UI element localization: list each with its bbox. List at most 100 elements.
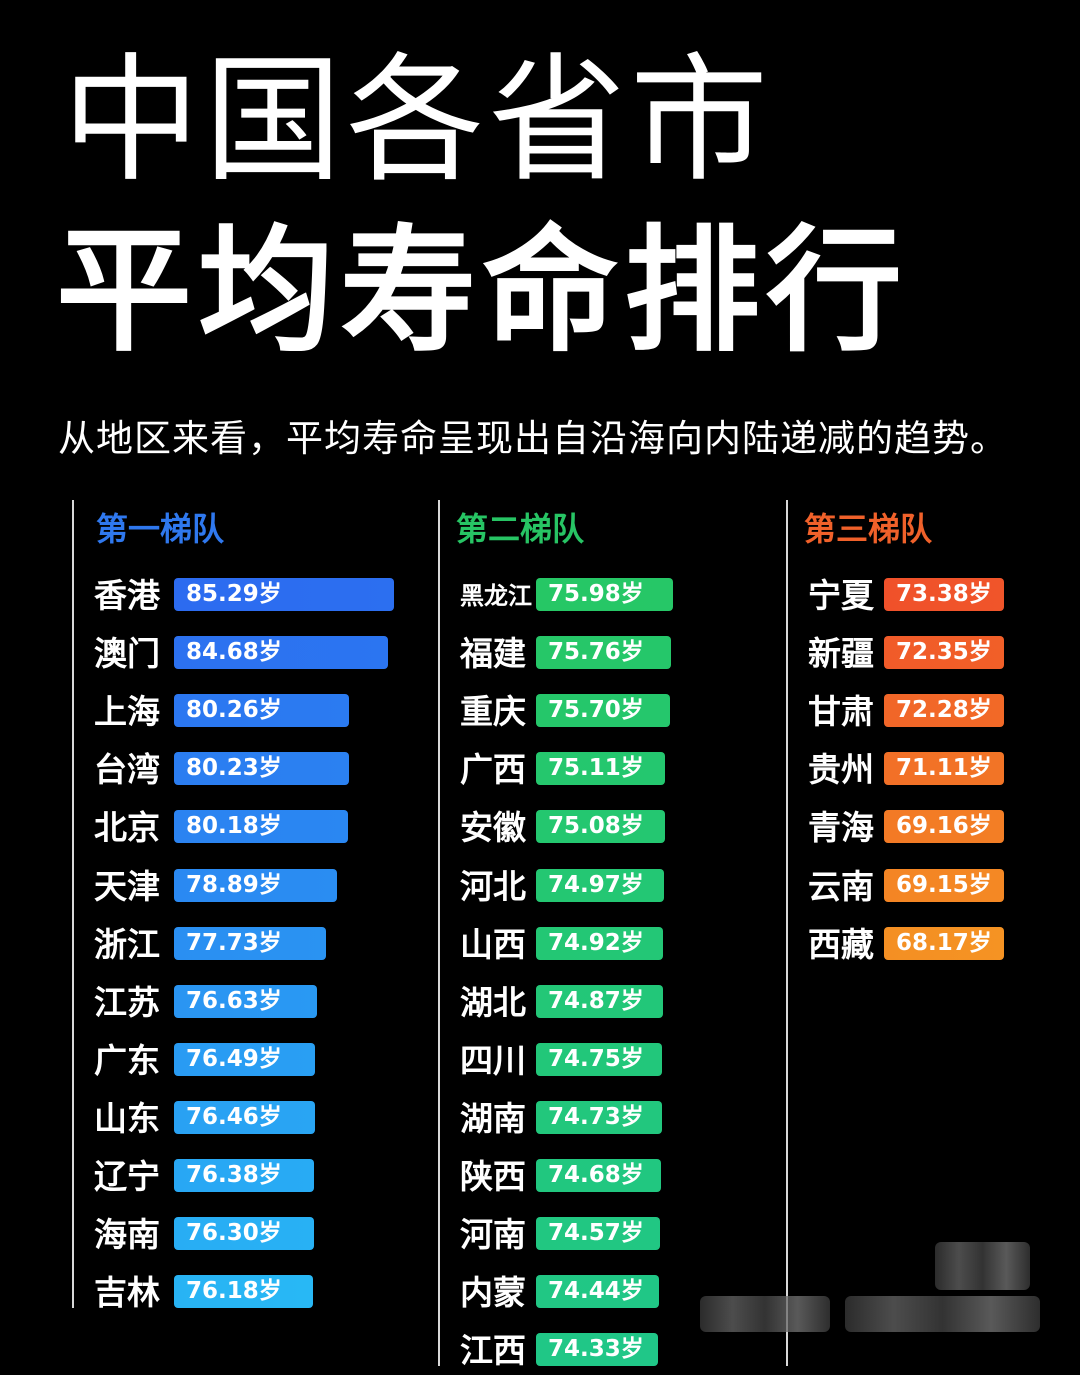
value-label: 84.68岁	[186, 639, 282, 666]
province-label: 广东	[94, 1040, 160, 1080]
value-label: 68.17岁	[896, 929, 992, 956]
value-bar	[884, 868, 1004, 902]
value-label: 77.73岁	[186, 929, 282, 956]
chart-row: 贵州 71.11岁	[808, 750, 1080, 794]
watermark-blur	[935, 1242, 1030, 1290]
chart-row: 黑龙江 75.98岁	[460, 576, 780, 620]
province-label: 甘肃	[808, 692, 874, 732]
chart-row: 山西 74.92岁	[460, 925, 780, 969]
province-label: 辽宁	[94, 1157, 160, 1196]
value-bar	[536, 1217, 661, 1251]
value-label: 71.11岁	[896, 755, 992, 782]
province-label: 江苏	[94, 982, 160, 1022]
value-bar	[174, 694, 349, 728]
tier-label: 第二梯队	[456, 510, 585, 548]
province-label: 云南	[808, 866, 874, 906]
value-label: 76.30岁	[186, 1220, 282, 1247]
chart-row: 四川 74.75岁	[460, 1041, 780, 1085]
chart-row: 湖北 74.87岁	[460, 983, 780, 1027]
value-bar	[884, 752, 1004, 786]
value-label: 76.63岁	[186, 987, 282, 1014]
value-bar	[536, 1159, 662, 1192]
column-divider	[438, 500, 440, 1366]
value-label: 80.18岁	[186, 813, 282, 840]
chart-row: 陕西 74.68岁	[460, 1157, 780, 1201]
province-label: 河南	[460, 1215, 526, 1255]
province-label: 上海	[94, 692, 160, 732]
chart-row: 江西 74.33岁	[460, 1331, 780, 1375]
value-bar	[174, 1275, 313, 1309]
value-bar	[174, 578, 394, 611]
chart-row: 湖南 74.73岁	[460, 1099, 780, 1143]
value-label: 75.98岁	[548, 581, 644, 607]
value-bar	[174, 984, 317, 1018]
chart-row: 青海 69.16岁	[808, 808, 1080, 852]
chart-row: 云南 69.15岁	[808, 867, 1080, 911]
value-label: 69.16岁	[896, 813, 992, 840]
value-bar	[536, 1042, 662, 1076]
chart-row: 广西 75.11岁	[460, 750, 780, 794]
chart-row: 河南 74.57岁	[460, 1215, 780, 1259]
province-label: 陕西	[460, 1157, 526, 1196]
value-bar	[174, 926, 327, 960]
chart-row: 上海 80.26岁	[94, 692, 414, 736]
province-label: 台湾	[94, 750, 160, 790]
chart-row: 香港 85.29岁	[94, 576, 414, 620]
value-bar	[884, 694, 1004, 728]
tier-label: 第三梯队	[804, 510, 933, 548]
value-bar	[536, 636, 671, 670]
chart-row: 宁夏 73.38岁	[808, 576, 1080, 620]
page-subtitle: 从地区来看，平均寿命呈现出自沿海向内陆递减的趋势。	[58, 417, 1008, 460]
chart-row: 安徽 75.08岁	[460, 808, 780, 852]
value-label: 74.68岁	[548, 1162, 644, 1188]
value-label: 75.08岁	[548, 813, 644, 840]
province-label: 四川	[460, 1040, 526, 1080]
page-title-line2: 平均寿命排行	[56, 213, 908, 371]
province-label: 海南	[94, 1215, 160, 1255]
value-bar	[884, 636, 1004, 670]
province-label: 新疆	[808, 634, 874, 674]
value-bar	[174, 810, 349, 844]
value-label: 76.49岁	[186, 1045, 282, 1072]
province-label: 山西	[460, 924, 526, 964]
chart-row: 辽宁 76.38岁	[94, 1157, 414, 1201]
chart-row: 广东 76.49岁	[94, 1041, 414, 1085]
value-label: 74.92岁	[548, 929, 644, 956]
value-bar	[536, 926, 664, 960]
chart-row: 吉林 76.18岁	[94, 1273, 414, 1317]
watermark-blur	[700, 1296, 830, 1332]
chart-row: 西藏 68.17岁	[808, 925, 1080, 969]
value-label: 74.44岁	[548, 1278, 644, 1305]
chart-row: 新疆 72.35岁	[808, 634, 1080, 678]
chart-row: 甘肃 72.28岁	[808, 692, 1080, 736]
province-label: 内蒙	[460, 1273, 526, 1313]
column-divider	[72, 500, 74, 1308]
province-label: 湖南	[460, 1098, 526, 1138]
chart-row: 江苏 76.63岁	[94, 983, 414, 1027]
province-label: 西藏	[808, 924, 874, 964]
page-title-line1: 中国各省市	[62, 40, 773, 201]
province-label: 黑龙江	[460, 582, 532, 610]
value-label: 80.23岁	[186, 755, 282, 782]
tier-label: 第一梯队	[96, 510, 225, 548]
province-label: 重庆	[460, 692, 526, 732]
value-bar	[536, 810, 665, 844]
chart-row: 山东 76.46岁	[94, 1099, 414, 1143]
value-bar	[536, 752, 666, 786]
chart-row: 福建 75.76岁	[460, 634, 780, 678]
province-label: 天津	[94, 866, 160, 906]
watermark-blur	[845, 1296, 1040, 1332]
province-label: 北京	[94, 808, 160, 848]
value-label: 72.28岁	[896, 697, 992, 724]
value-label: 85.29岁	[186, 581, 282, 607]
province-label: 河北	[460, 866, 526, 906]
value-label: 69.15岁	[896, 871, 992, 898]
province-label: 安徽	[460, 808, 526, 848]
chart-row: 浙江 77.73岁	[94, 925, 414, 969]
value-label: 75.76岁	[548, 639, 644, 666]
value-bar	[536, 868, 664, 902]
province-label: 湖北	[460, 982, 526, 1022]
value-label: 76.46岁	[186, 1103, 282, 1130]
value-label: 78.89岁	[186, 871, 282, 898]
chart-row: 台湾 80.23岁	[94, 750, 414, 794]
